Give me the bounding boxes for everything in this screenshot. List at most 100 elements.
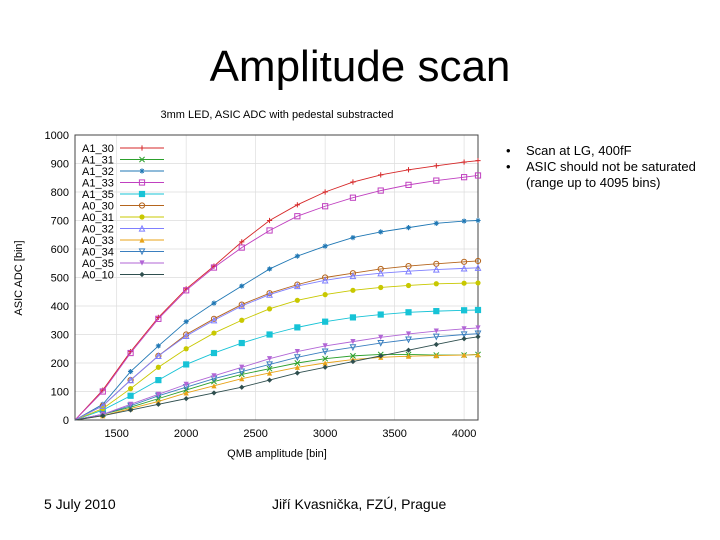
data-point [474, 306, 482, 314]
data-point [460, 331, 468, 339]
data-point [475, 280, 481, 286]
data-point [461, 159, 467, 165]
y-tick-label: 600 [51, 244, 69, 256]
series-a0-31 [74, 280, 481, 421]
chart-series [74, 158, 482, 421]
y-tick-label: 300 [51, 330, 69, 342]
data-point [239, 376, 245, 382]
data-point [461, 352, 467, 358]
legend-label: A0_32 [82, 224, 114, 236]
data-point [266, 217, 273, 224]
y-tick-label: 700 [51, 216, 69, 228]
data-point [266, 290, 273, 298]
data-point [266, 356, 273, 362]
data-point [461, 280, 467, 286]
data-point [155, 401, 161, 407]
data-point [239, 384, 245, 390]
data-point [474, 264, 482, 271]
chart-title: 3mm LED, ASIC ADC with pedestal substrac… [161, 109, 394, 121]
data-point [239, 364, 245, 370]
data-point [475, 158, 481, 164]
data-point [210, 264, 218, 271]
data-point [322, 189, 328, 195]
data-point [322, 318, 329, 325]
legend-label: A1_31 [82, 155, 114, 167]
data-point [349, 272, 357, 280]
data-point [322, 203, 329, 210]
series-line [74, 282, 479, 421]
data-point [350, 179, 356, 185]
legend-item: A0_10 [82, 270, 164, 282]
data-point [475, 217, 481, 224]
legend-label: A0_34 [82, 247, 114, 259]
legend-label: A0_31 [82, 212, 114, 224]
data-point [294, 281, 301, 288]
data-point [322, 343, 328, 349]
data-point [321, 348, 329, 356]
data-point [350, 358, 356, 365]
data-point [433, 352, 439, 359]
x-tick-label: 2500 [243, 428, 267, 440]
chart-axes: 0 100 200 300 400 500 600 700 800 900 1000 1500 2000… [45, 130, 479, 440]
data-point [239, 317, 245, 323]
y-tick-label: 0 [63, 415, 69, 427]
data-point [433, 220, 439, 226]
data-point [461, 336, 467, 342]
data-point [155, 364, 161, 370]
legend-label: A0_10 [82, 270, 114, 282]
data-point [349, 314, 357, 321]
data-point [127, 392, 134, 399]
data-point [350, 287, 356, 293]
data-point [155, 343, 161, 349]
data-point [139, 156, 145, 163]
data-point [127, 386, 134, 392]
data-point [138, 190, 146, 198]
data-point [293, 282, 301, 290]
data-point [139, 271, 145, 278]
data-point [138, 179, 146, 186]
data-point [239, 239, 245, 245]
data-point [139, 168, 145, 174]
data-point [266, 266, 273, 272]
y-tick-label: 1000 [45, 130, 69, 142]
data-point [378, 229, 384, 235]
data-point [266, 290, 273, 297]
data-point [238, 302, 246, 310]
data-point [433, 328, 439, 334]
series-a1-35 [74, 306, 482, 421]
chart-grid [75, 134, 478, 421]
legend-item: A0_34 [82, 247, 164, 259]
data-point [350, 339, 356, 345]
data-point [349, 194, 357, 201]
legend-item: A1_32 [82, 166, 164, 178]
data-point [127, 368, 134, 375]
series-a0-30 [74, 257, 482, 421]
data-point [322, 292, 328, 298]
data-point [155, 315, 162, 322]
bullet-item: Scan at LG, 400fF [496, 143, 716, 159]
series-line [74, 175, 479, 421]
data-point [294, 370, 300, 376]
data-point [211, 330, 217, 336]
data-point [321, 276, 329, 284]
data-point [405, 167, 412, 173]
data-point [461, 218, 467, 224]
data-point [183, 396, 189, 402]
data-point [127, 407, 134, 413]
bullet-item: ASIC should not be saturated (range up t… [496, 159, 716, 191]
data-point [405, 309, 412, 316]
series-line [74, 353, 479, 421]
legend-label: A1_35 [82, 189, 114, 201]
series-line [74, 309, 479, 421]
data-point [127, 401, 134, 407]
data-point [183, 361, 190, 368]
x-tick-label: 3500 [382, 428, 406, 440]
series-line [74, 160, 479, 421]
data-point [322, 360, 328, 366]
x-tick-label: 1500 [104, 428, 128, 440]
legend-item: A1_35 [82, 189, 164, 201]
data-point [266, 306, 273, 312]
legend-label: A1_30 [82, 143, 114, 155]
legend-item: A1_33 [82, 178, 164, 190]
data-point [405, 353, 412, 359]
